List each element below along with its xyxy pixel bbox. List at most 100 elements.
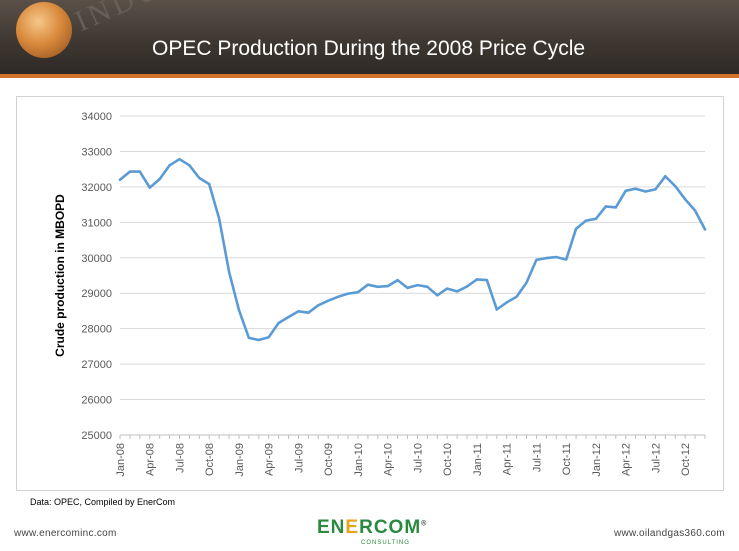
data-point (217, 217, 221, 220)
data-point (525, 281, 528, 284)
data-point (455, 290, 459, 293)
page-title: OPEC Production During the 2008 Price Cy… (152, 37, 586, 60)
data-point (495, 308, 498, 311)
data-point (436, 294, 439, 297)
data-point (208, 182, 211, 186)
x-tick-label: Jul-10 (412, 443, 424, 473)
data-point (128, 170, 132, 173)
x-tick-label: Jan-11 (472, 443, 484, 476)
data-point (594, 217, 598, 220)
data-point (584, 219, 588, 222)
data-point (446, 287, 449, 290)
data-point (624, 189, 627, 192)
source-note: Data: OPEC, Compiled by EnerCom (30, 497, 176, 507)
data-point (614, 206, 617, 209)
x-tick-label: Oct-11 (561, 443, 573, 475)
x-tick-label: Oct-08 (204, 443, 216, 476)
x-tick-label: Jan-09 (234, 443, 246, 477)
x-tick-label: Apr-08 (145, 443, 157, 476)
data-point (604, 205, 608, 208)
data-point (485, 278, 489, 282)
brand-name-part: RCOM (359, 517, 422, 538)
data-point (198, 176, 201, 180)
x-tick-label: Jan-08 (115, 443, 127, 477)
y-tick-label: 34000 (81, 111, 112, 123)
x-tick-label: Jan-10 (353, 443, 365, 477)
data-point (158, 177, 161, 181)
sun-logo-icon (16, 2, 72, 58)
y-tick-label: 30000 (81, 253, 112, 265)
y-tick-label: 32000 (81, 182, 112, 194)
data-point (327, 299, 330, 302)
data-point (644, 190, 647, 193)
data-point (168, 164, 171, 167)
data-point (674, 184, 677, 188)
y-tick-label: 33000 (81, 146, 112, 158)
data-point (664, 175, 667, 178)
data-point (317, 304, 320, 307)
data-point (406, 286, 409, 290)
data-point (386, 284, 389, 288)
y-tick-label: 26000 (81, 395, 112, 407)
data-point (237, 309, 241, 312)
data-point (227, 270, 231, 274)
data-point (475, 278, 479, 281)
data-point (148, 186, 151, 189)
data-point (396, 278, 399, 282)
footer-left-url[interactable]: www.enercominc.com (14, 528, 117, 539)
y-axis-title: Crude production in MBOPD (53, 194, 67, 357)
y-tick-label: 25000 (81, 430, 112, 442)
header-watermark: INDUSTRY (70, 0, 250, 39)
y-tick-label: 29000 (81, 288, 112, 300)
data-point (545, 256, 548, 260)
data-point (188, 164, 191, 167)
y-tick-label: 27000 (81, 359, 112, 371)
x-tick-label: Oct-10 (442, 443, 454, 476)
data-point (564, 258, 568, 261)
data-point (267, 335, 270, 339)
data-point (138, 170, 142, 173)
y-tick-label: 28000 (81, 324, 112, 336)
data-point (277, 321, 280, 325)
data-point (178, 158, 181, 161)
data-point (118, 178, 122, 181)
header-banner: INDUSTRY OPEC Production During the 2008… (0, 0, 739, 74)
x-tick-label: Oct-09 (323, 443, 335, 476)
data-point (535, 258, 538, 262)
registered-mark: ® (421, 520, 428, 528)
data-point (515, 295, 518, 298)
data-point (693, 209, 697, 212)
footer-right-url[interactable]: www.oilandgas360.com (613, 528, 725, 539)
data-point (307, 311, 310, 314)
x-tick-label: Apr-11 (502, 443, 514, 475)
chart-frame: 25000 26000 27000 28000 29000 30000 31000 32000… (16, 96, 724, 491)
x-tick-label: Jul-11 (531, 443, 543, 472)
data-point (366, 283, 370, 286)
data-point (257, 338, 261, 342)
data-point (505, 301, 508, 304)
data-point (555, 255, 558, 259)
data-point (416, 283, 419, 287)
data-point (465, 285, 469, 288)
x-tick-label: Jan-12 (591, 443, 603, 477)
data-point (356, 290, 360, 294)
data-point (426, 285, 429, 289)
x-tick-label: Jul-08 (174, 443, 186, 473)
x-tick-label: Apr-09 (264, 443, 276, 476)
data-point (574, 227, 578, 230)
enercom-logo: ENERCOM® CONSULTING (317, 515, 437, 549)
brand-name-part: EN (317, 517, 346, 538)
x-tick-label: Jul-12 (650, 443, 662, 473)
header-accent-bar (0, 74, 739, 78)
data-point (336, 295, 340, 298)
data-point (376, 285, 379, 289)
data-point (287, 315, 290, 319)
line-chart: 25000 26000 27000 28000 29000 30000 31000 32000… (53, 111, 707, 477)
data-point (346, 292, 350, 295)
x-tick-label: Apr-12 (621, 443, 633, 476)
data-point (654, 188, 657, 191)
data-point (683, 198, 687, 201)
brand-subtitle: CONSULTING (361, 540, 410, 546)
data-point (703, 228, 707, 231)
data-point (297, 310, 300, 313)
